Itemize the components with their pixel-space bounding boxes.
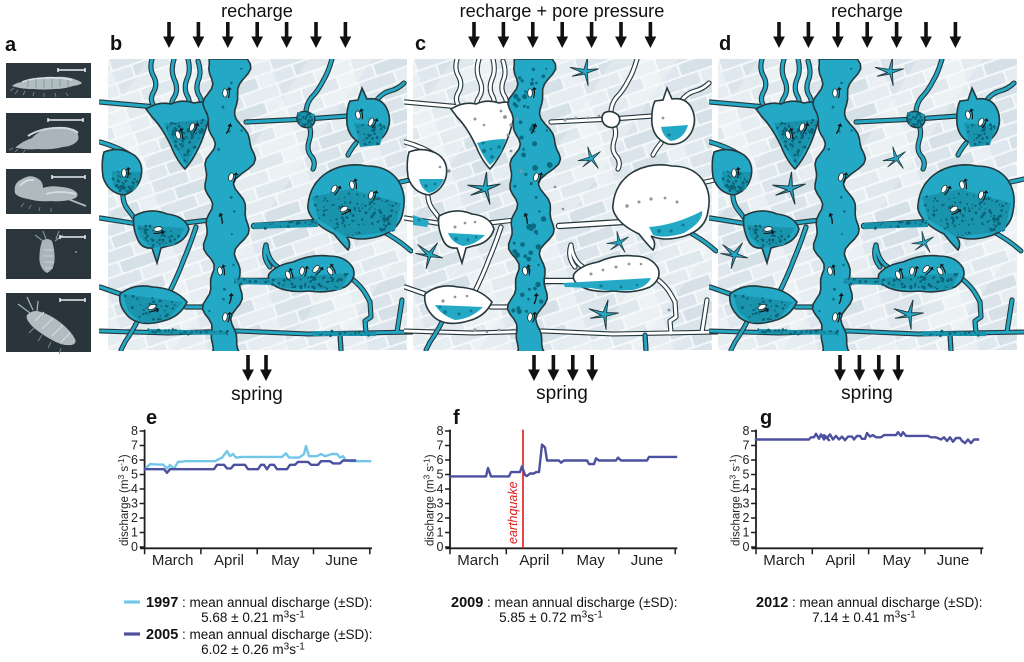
svg-text:3: 3 [131, 497, 138, 511]
svg-text:2012 : mean annual discharge (: 2012 : mean annual discharge (±SD): [756, 595, 983, 611]
svg-text:c: c [415, 33, 426, 55]
svg-text:recharge: recharge [831, 1, 903, 21]
svg-text:0: 0 [131, 540, 138, 554]
svg-text:recharge: recharge [221, 1, 293, 21]
svg-text:spring: spring [536, 383, 588, 404]
svg-text:spring: spring [231, 384, 283, 405]
svg-text:b: b [110, 33, 122, 55]
svg-text:e: e [146, 407, 157, 429]
svg-text:f: f [453, 407, 460, 429]
svg-text:g: g [760, 407, 772, 429]
svg-text:March: March [152, 552, 194, 569]
svg-text:4: 4 [131, 482, 138, 496]
svg-text:2005 : mean annual discharge (: 2005 : mean annual discharge (±SD): [146, 627, 373, 643]
svg-text:6.02 ± 0.26 m3s-1: 6.02 ± 0.26 m3s-1 [201, 642, 305, 658]
svg-text:8: 8 [131, 424, 138, 438]
svg-text:5.85 ± 0.72 m3s-1: 5.85 ± 0.72 m3s-1 [499, 610, 603, 626]
svg-text:1997 : mean annual discharge (: 1997 : mean annual discharge (±SD): [146, 595, 373, 611]
svg-text:5: 5 [131, 468, 138, 482]
svg-text:spring: spring [841, 383, 893, 404]
svg-text:April: April [214, 552, 244, 569]
svg-text:recharge + pore pressure: recharge + pore pressure [460, 1, 665, 21]
svg-text:d: d [719, 33, 731, 55]
svg-text:1: 1 [131, 526, 138, 540]
svg-text:June: June [325, 552, 358, 569]
svg-text:7: 7 [131, 439, 138, 453]
svg-text:earthquake: earthquake [506, 481, 520, 544]
svg-text:May: May [271, 552, 300, 569]
svg-text:5.68 ± 0.21 m3s-1: 5.68 ± 0.21 m3s-1 [201, 610, 305, 626]
svg-text:6: 6 [131, 453, 138, 467]
svg-text:a: a [5, 34, 17, 56]
svg-text:discharge (m3 s-1): discharge (m3 s-1) [116, 454, 131, 546]
svg-text:7.14 ± 0.41 m3s-1: 7.14 ± 0.41 m3s-1 [812, 610, 916, 626]
svg-text:2: 2 [131, 511, 138, 525]
svg-text:2009 : mean annual discharge (: 2009 : mean annual discharge (±SD): [451, 595, 678, 611]
